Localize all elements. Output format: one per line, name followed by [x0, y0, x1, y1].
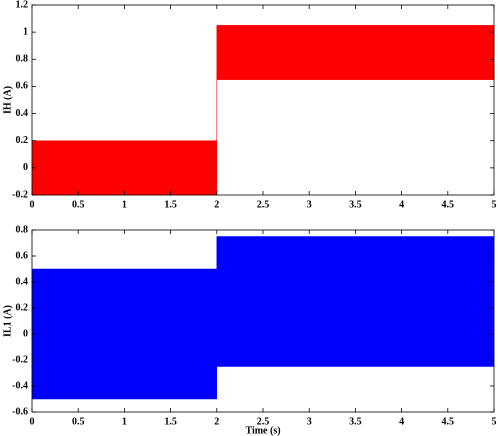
x-tick-label: 5 — [492, 199, 497, 210]
x-tick-label: 1.5 — [164, 416, 177, 427]
y-tick-label: 0 — [23, 162, 28, 173]
x-tick-label: 1.5 — [164, 199, 177, 210]
y-tick-label: -0.4 — [12, 380, 28, 391]
x-axis-label: Time (s) — [245, 425, 280, 436]
x-tick-label: 4.5 — [442, 416, 455, 427]
y-tick-label: 0.2 — [16, 302, 29, 313]
y-tick-label: -0.6 — [12, 406, 28, 417]
y-tick-label: 0.8 — [16, 54, 29, 65]
x-tick-label: 4 — [399, 416, 404, 427]
x-tick-label: 3 — [307, 199, 312, 210]
x-tick-label: 4.5 — [442, 199, 455, 210]
y-tick-label: 0.6 — [16, 81, 29, 92]
y-tick-label: 0.6 — [16, 250, 29, 261]
x-tick-label: 2.5 — [257, 416, 270, 427]
y-tick-label: 0.2 — [16, 135, 29, 146]
x-tick-label: 0 — [30, 416, 35, 427]
y-tick-label: 0 — [23, 328, 28, 339]
signal-band — [31, 236, 495, 400]
x-tick-label: 4 — [399, 199, 404, 210]
x-tick-label: 2.5 — [257, 199, 270, 210]
y-tick-label: 1 — [23, 26, 28, 37]
x-tick-label: 2 — [214, 416, 219, 427]
y-tick-label: 0.4 — [16, 276, 29, 287]
signal-band — [31, 25, 495, 196]
x-tick-label: 3.5 — [349, 416, 362, 427]
y-tick-label: 0.8 — [16, 224, 29, 235]
y-axis-label: IL1 (A) — [2, 305, 13, 337]
x-tick-label: 1 — [122, 416, 127, 427]
y-tick-label: -0.2 — [12, 354, 28, 365]
x-tick-label: 0.5 — [72, 199, 85, 210]
y-axis-label: IH (A) — [2, 86, 13, 114]
y-tick-label: 0.4 — [16, 108, 29, 119]
y-tick-label: -0.2 — [12, 189, 28, 200]
x-tick-label: 3 — [307, 416, 312, 427]
x-tick-label: 3.5 — [349, 199, 362, 210]
x-tick-label: 5 — [492, 416, 497, 427]
x-tick-label: 0 — [30, 199, 35, 210]
x-tick-label: 2 — [214, 199, 219, 210]
x-tick-label: 1 — [122, 199, 127, 210]
x-tick-label: 0.5 — [72, 416, 85, 427]
y-tick-label: 1.2 — [16, 0, 29, 10]
